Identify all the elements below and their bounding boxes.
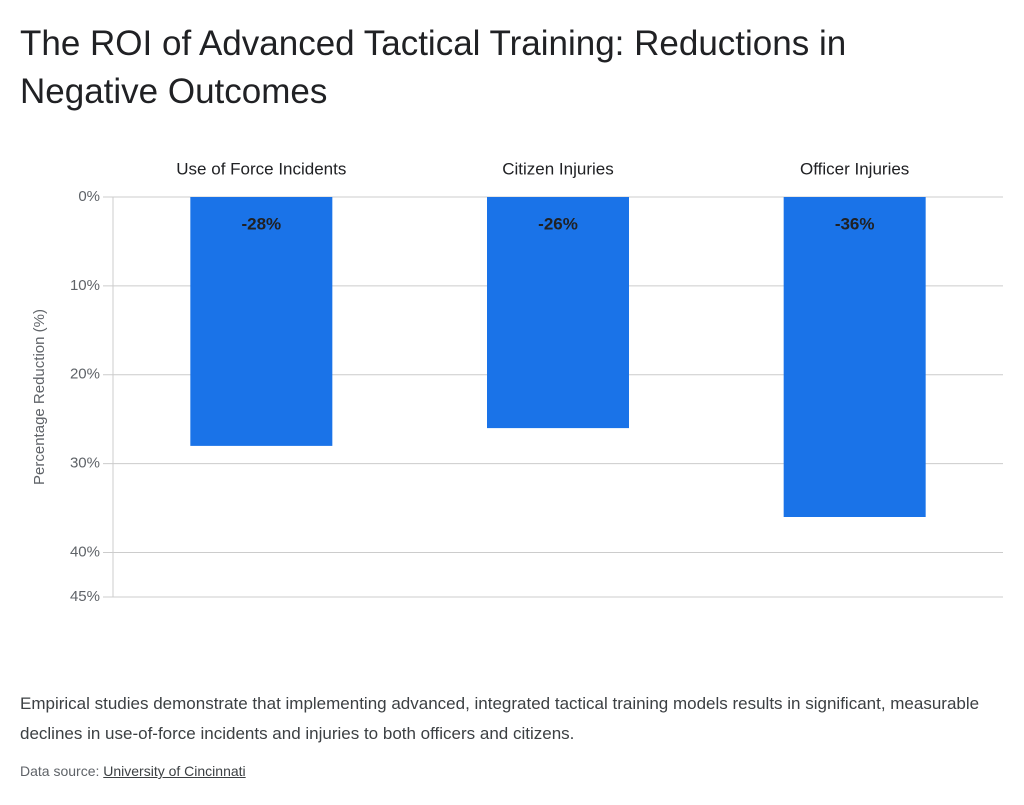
y-tick-label: 20% bbox=[70, 366, 100, 383]
x-tick-label: Use of Force Incidents bbox=[176, 159, 346, 178]
source-link[interactable]: University of Cincinnati bbox=[103, 763, 246, 779]
value-label: -26% bbox=[538, 214, 578, 233]
y-axis-title: Percentage Reduction (%) bbox=[31, 309, 48, 485]
source-label: Data source: bbox=[20, 763, 100, 779]
x-tick-label: Citizen Injuries bbox=[502, 159, 614, 178]
y-tick-label: 30% bbox=[70, 455, 100, 472]
value-label: -36% bbox=[835, 214, 875, 233]
chart-title: The ROI of Advanced Tactical Training: R… bbox=[20, 24, 847, 111]
y-tick-label: 0% bbox=[78, 188, 100, 205]
value-label: -28% bbox=[241, 214, 281, 233]
y-tick-label: 40% bbox=[70, 544, 100, 561]
bar bbox=[783, 197, 926, 517]
chart: Percentage Reduction (%) 0% 10% 20% 30% 40% 4… bbox=[31, 159, 1003, 605]
y-tick-label: 45% bbox=[70, 588, 100, 605]
caption: Empirical studies demonstrate that imple… bbox=[20, 694, 980, 743]
x-tick-label: Officer Injuries bbox=[800, 159, 909, 178]
bar bbox=[487, 197, 629, 429]
bar bbox=[190, 197, 333, 446]
source: Data source: University of Cincinnati bbox=[20, 763, 246, 779]
y-tick-label: 10% bbox=[70, 277, 100, 294]
